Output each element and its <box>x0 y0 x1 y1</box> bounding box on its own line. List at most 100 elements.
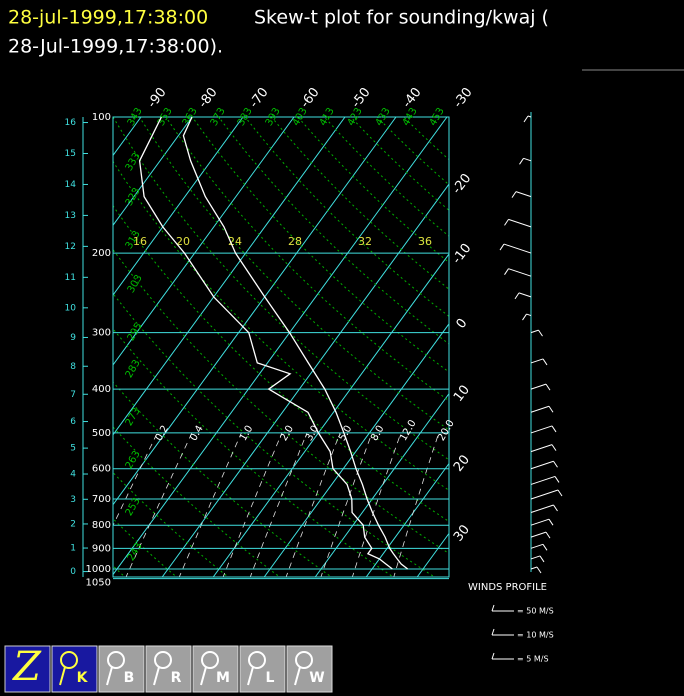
wind-flag <box>536 566 542 574</box>
dry-adiabat <box>271 117 449 290</box>
height-label: 11 <box>65 273 76 283</box>
wind-flag <box>519 158 524 165</box>
height-label: 5 <box>70 444 76 454</box>
isotherm-label: -40 <box>400 85 425 111</box>
isotherm <box>161 183 449 577</box>
isotherm-label: 10 <box>451 383 473 405</box>
dry-adiabat <box>113 160 449 491</box>
theta-label: 243 <box>126 541 145 563</box>
wind-flag <box>553 504 558 512</box>
wind-barb <box>526 313 532 317</box>
dry-adiabat <box>297 117 449 264</box>
wind-flag <box>539 555 545 563</box>
mixing-ratio-line <box>320 432 373 577</box>
pressure-label: 400 <box>92 384 111 395</box>
wind-barb <box>530 405 550 413</box>
saturated-adiabat-label: 32 <box>358 235 372 248</box>
dry-adiabat <box>350 117 449 211</box>
wind-flag <box>545 383 551 391</box>
legend-label: = 10 M/S <box>517 631 554 640</box>
legend-flag <box>491 652 495 660</box>
dry-adiabat <box>113 292 436 577</box>
dewpoint-profile <box>138 116 393 570</box>
wind-flag <box>504 219 509 226</box>
wind-flag <box>553 460 558 468</box>
wind-flag <box>504 268 509 275</box>
wind-flag <box>548 405 554 413</box>
wind-flag <box>542 544 548 551</box>
isotherm-label: -50 <box>349 85 374 111</box>
dry-adiabat <box>113 426 281 577</box>
mixing-ratio-line <box>351 432 402 577</box>
legend-flag <box>491 628 495 636</box>
balloon-icon <box>154 651 172 669</box>
wind-barb <box>518 292 532 298</box>
wind-flag <box>511 191 517 198</box>
button-label: R <box>171 670 182 686</box>
wind-flag <box>557 489 563 497</box>
wind-barb <box>530 566 538 570</box>
theta-label: 295 <box>126 321 145 343</box>
wind-barb <box>530 531 547 538</box>
isotherm <box>113 117 295 366</box>
dry-adiabat <box>113 381 333 577</box>
theta-label: 283 <box>124 358 143 380</box>
wind-barb <box>523 157 532 162</box>
plot-frame <box>112 116 450 578</box>
isotherm <box>0 117 39 577</box>
wind-barb <box>508 268 532 277</box>
title-time: 28-jul-1999,17:38:00 <box>8 7 208 29</box>
wind-barb <box>530 358 544 364</box>
wind-barb <box>530 425 553 434</box>
saturated-adiabat-label: 36 <box>418 235 432 248</box>
wind-barb <box>530 475 556 485</box>
dry-adiabat <box>191 117 449 373</box>
height-label: 14 <box>65 180 77 190</box>
pressure-label: 800 <box>92 520 111 531</box>
dry-adiabat <box>403 117 449 161</box>
isotherm <box>263 323 449 577</box>
isotherm <box>0 117 90 577</box>
isotherm <box>113 117 397 506</box>
dry-adiabat <box>138 117 449 431</box>
height-label: 0 <box>70 567 76 577</box>
balloon-string <box>153 666 160 686</box>
logo-button[interactable] <box>4 645 51 693</box>
wind-barb <box>527 115 532 118</box>
mixing-ratio-label: 8.0 <box>369 424 386 443</box>
mixing-ratio-line <box>178 432 242 577</box>
balloon-icon <box>107 651 125 669</box>
mixing-ratio-label: 0.2 <box>154 424 171 443</box>
height-label: 4 <box>70 470 76 480</box>
wind-barb <box>530 444 553 453</box>
wind-barb <box>530 504 554 514</box>
height-label: 6 <box>70 417 76 427</box>
legend-flag <box>491 604 495 612</box>
button-label: L <box>266 670 275 686</box>
height-label: 8 <box>70 362 76 372</box>
theta-label: 303 <box>126 273 145 295</box>
saturated-adiabat-label: 28 <box>288 235 302 248</box>
isotherm-label: 30 <box>451 522 473 544</box>
pressure-label: 200 <box>92 248 111 259</box>
wind-flag <box>538 329 543 337</box>
saturated-adiabat-label: 16 <box>133 235 147 248</box>
button-label: K <box>77 670 89 686</box>
isotherm-label: -70 <box>247 85 272 111</box>
wind-flag <box>554 476 560 483</box>
mixing-ratio-line <box>222 432 283 577</box>
balloon-string <box>294 666 301 686</box>
theta-label: 273 <box>124 406 143 428</box>
height-label: 13 <box>65 211 76 221</box>
height-label: 12 <box>65 242 76 252</box>
dry-adiabat <box>218 117 449 345</box>
dry-adiabat <box>323 117 449 237</box>
balloon-string <box>59 666 66 686</box>
wind-title: WINDS PROFILE <box>468 582 547 593</box>
wind-barb <box>530 383 547 390</box>
pressure-label: 500 <box>92 428 111 439</box>
height-label: 2 <box>70 519 76 529</box>
mixing-ratio-line <box>125 432 193 577</box>
wind-flag <box>542 358 548 366</box>
